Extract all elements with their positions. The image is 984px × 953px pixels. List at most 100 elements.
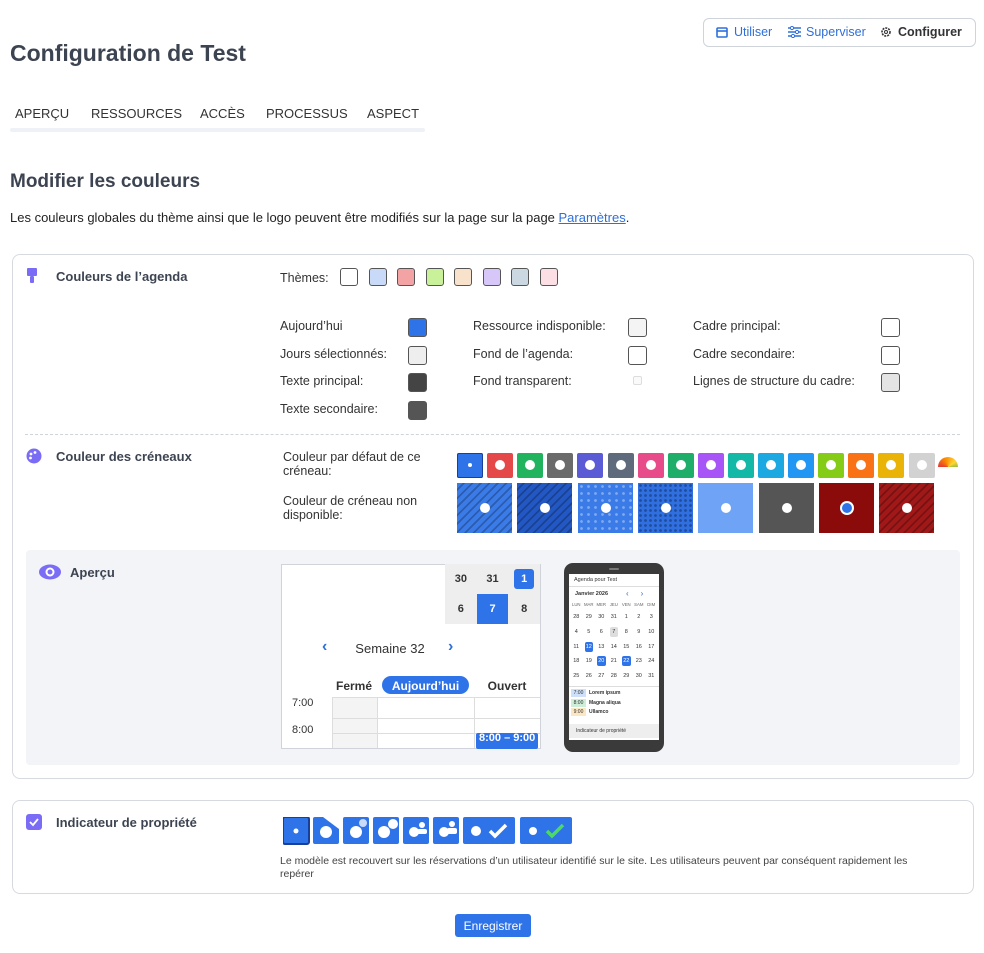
slot-color[interactable] (818, 453, 845, 478)
phone-line (569, 586, 659, 587)
field-label: Cadre principal: (693, 319, 781, 333)
field-label: Jours sélectionnés: (280, 347, 388, 361)
slot-color[interactable] (487, 453, 514, 478)
checkbox[interactable] (26, 814, 42, 830)
theme-swatch[interactable] (397, 268, 415, 286)
card-ownership (12, 800, 974, 894)
tab[interactable]: ASPECT (367, 106, 420, 121)
phone-footer-bg (569, 724, 659, 738)
color-swatch[interactable] (408, 318, 427, 337)
closed-col (332, 697, 377, 748)
theme-swatch[interactable] (482, 268, 501, 286)
theme-swatch[interactable] (454, 268, 472, 286)
color-swatch[interactable] (408, 373, 427, 392)
phone-weekday: MER (596, 602, 607, 607)
slot-color[interactable] (758, 453, 784, 478)
card-colors (12, 254, 974, 779)
slot-dot (735, 460, 746, 470)
slot-color[interactable] (637, 453, 664, 478)
slot-dot (675, 460, 686, 470)
phone-day: 24 (648, 658, 655, 665)
slot-color[interactable] (848, 453, 875, 478)
theme-swatch[interactable] (340, 268, 358, 286)
slot-color[interactable] (727, 453, 754, 478)
slot-dot (480, 503, 490, 513)
nav-link[interactable]: Utiliser (734, 25, 773, 39)
link[interactable]: Paramètres (558, 210, 626, 225)
nav-link[interactable]: Configurer (898, 25, 962, 39)
tab[interactable]: RESSOURCES (91, 106, 183, 121)
slot-color[interactable] (517, 453, 544, 478)
label: Couleur de créneau non disponible: (283, 494, 418, 522)
phone-day: 6 (599, 628, 603, 635)
today-pill (382, 676, 469, 694)
tab[interactable]: APERÇU (15, 106, 70, 121)
slot-unavailable[interactable] (637, 483, 693, 533)
theme-swatch[interactable] (511, 268, 529, 286)
color-swatch[interactable] (881, 318, 900, 337)
phone-day: 30 (635, 673, 642, 680)
label: Couleur par défaut de ce créneau: (283, 450, 421, 478)
slot-unavailable[interactable] (879, 483, 935, 533)
arrow[interactable]: › (448, 638, 454, 655)
card-title: Couleur des créneaux (56, 449, 192, 464)
slot-color[interactable] (607, 453, 634, 478)
mini-day: 1 (521, 573, 528, 585)
slot-unavailable[interactable] (457, 483, 512, 533)
slot-color[interactable] (878, 453, 905, 478)
ownership-options[interactable] (283, 817, 573, 845)
tab[interactable]: PROCESSUS (266, 106, 348, 121)
theme-swatch[interactable] (368, 268, 387, 286)
slot-dot (841, 503, 852, 513)
phone-day: 31 (648, 673, 655, 680)
color-swatch[interactable] (628, 346, 647, 365)
slot-unavailable[interactable] (698, 483, 754, 533)
theme-swatch[interactable] (425, 268, 444, 286)
arrow[interactable]: ‹ (322, 638, 328, 655)
slot-unavailable[interactable] (758, 483, 814, 533)
slot-dot (615, 460, 626, 470)
field-label: Aujourd’hui (280, 319, 343, 333)
phone-line (569, 686, 659, 687)
slot-unavailable[interactable] (517, 483, 573, 533)
slot-color[interactable] (697, 453, 724, 478)
color-swatch[interactable] (408, 346, 427, 365)
phone-event: Magna aliqua (589, 699, 621, 706)
slot-color[interactable] (908, 453, 935, 478)
slot-color[interactable] (577, 453, 604, 478)
slot-dot (826, 460, 837, 470)
mini-day-cell (445, 564, 477, 594)
color-swatch[interactable] (633, 376, 642, 385)
slot-dot (721, 503, 732, 513)
color-swatch[interactable] (408, 401, 427, 420)
intro: Les couleurs globales du thème ainsi que… (10, 210, 629, 225)
theme-swatch[interactable] (539, 268, 558, 286)
slot-color[interactable] (667, 453, 694, 478)
slot-unavailable[interactable] (818, 483, 874, 533)
phone-weekday: SAM (634, 602, 644, 607)
phone-day: 25 (573, 673, 580, 680)
slot-color[interactable] (547, 453, 574, 478)
slot-color[interactable] (788, 453, 815, 478)
field-label: Texte principal: (280, 374, 364, 388)
color-swatch[interactable] (628, 318, 647, 337)
nav-link[interactable]: Superviser (806, 25, 866, 39)
mini-today (514, 569, 535, 589)
save-button[interactable]: Enregistrer (463, 919, 523, 933)
save-button-bg[interactable] (455, 914, 531, 937)
color-swatch[interactable] (881, 346, 900, 365)
slot-color[interactable] (457, 453, 483, 478)
phone-day: 4 (574, 628, 578, 635)
field-label: Ressource indisponible: (473, 319, 606, 333)
phone-weekday: DIM (647, 602, 656, 607)
mini-day: 7 (489, 603, 496, 615)
color-swatch[interactable] (881, 373, 900, 392)
phone-day: 5 (587, 628, 591, 635)
section-title: Modifier les couleurs (10, 171, 201, 192)
gear-icon (881, 27, 891, 37)
event[interactable]: 8:00 – 9:00 (476, 733, 538, 749)
phone-day: 30 (598, 614, 605, 620)
tab[interactable]: ACCÈS (200, 106, 245, 121)
slot-unavailable[interactable] (577, 483, 633, 533)
phone-arrows: ‹› (626, 589, 656, 598)
